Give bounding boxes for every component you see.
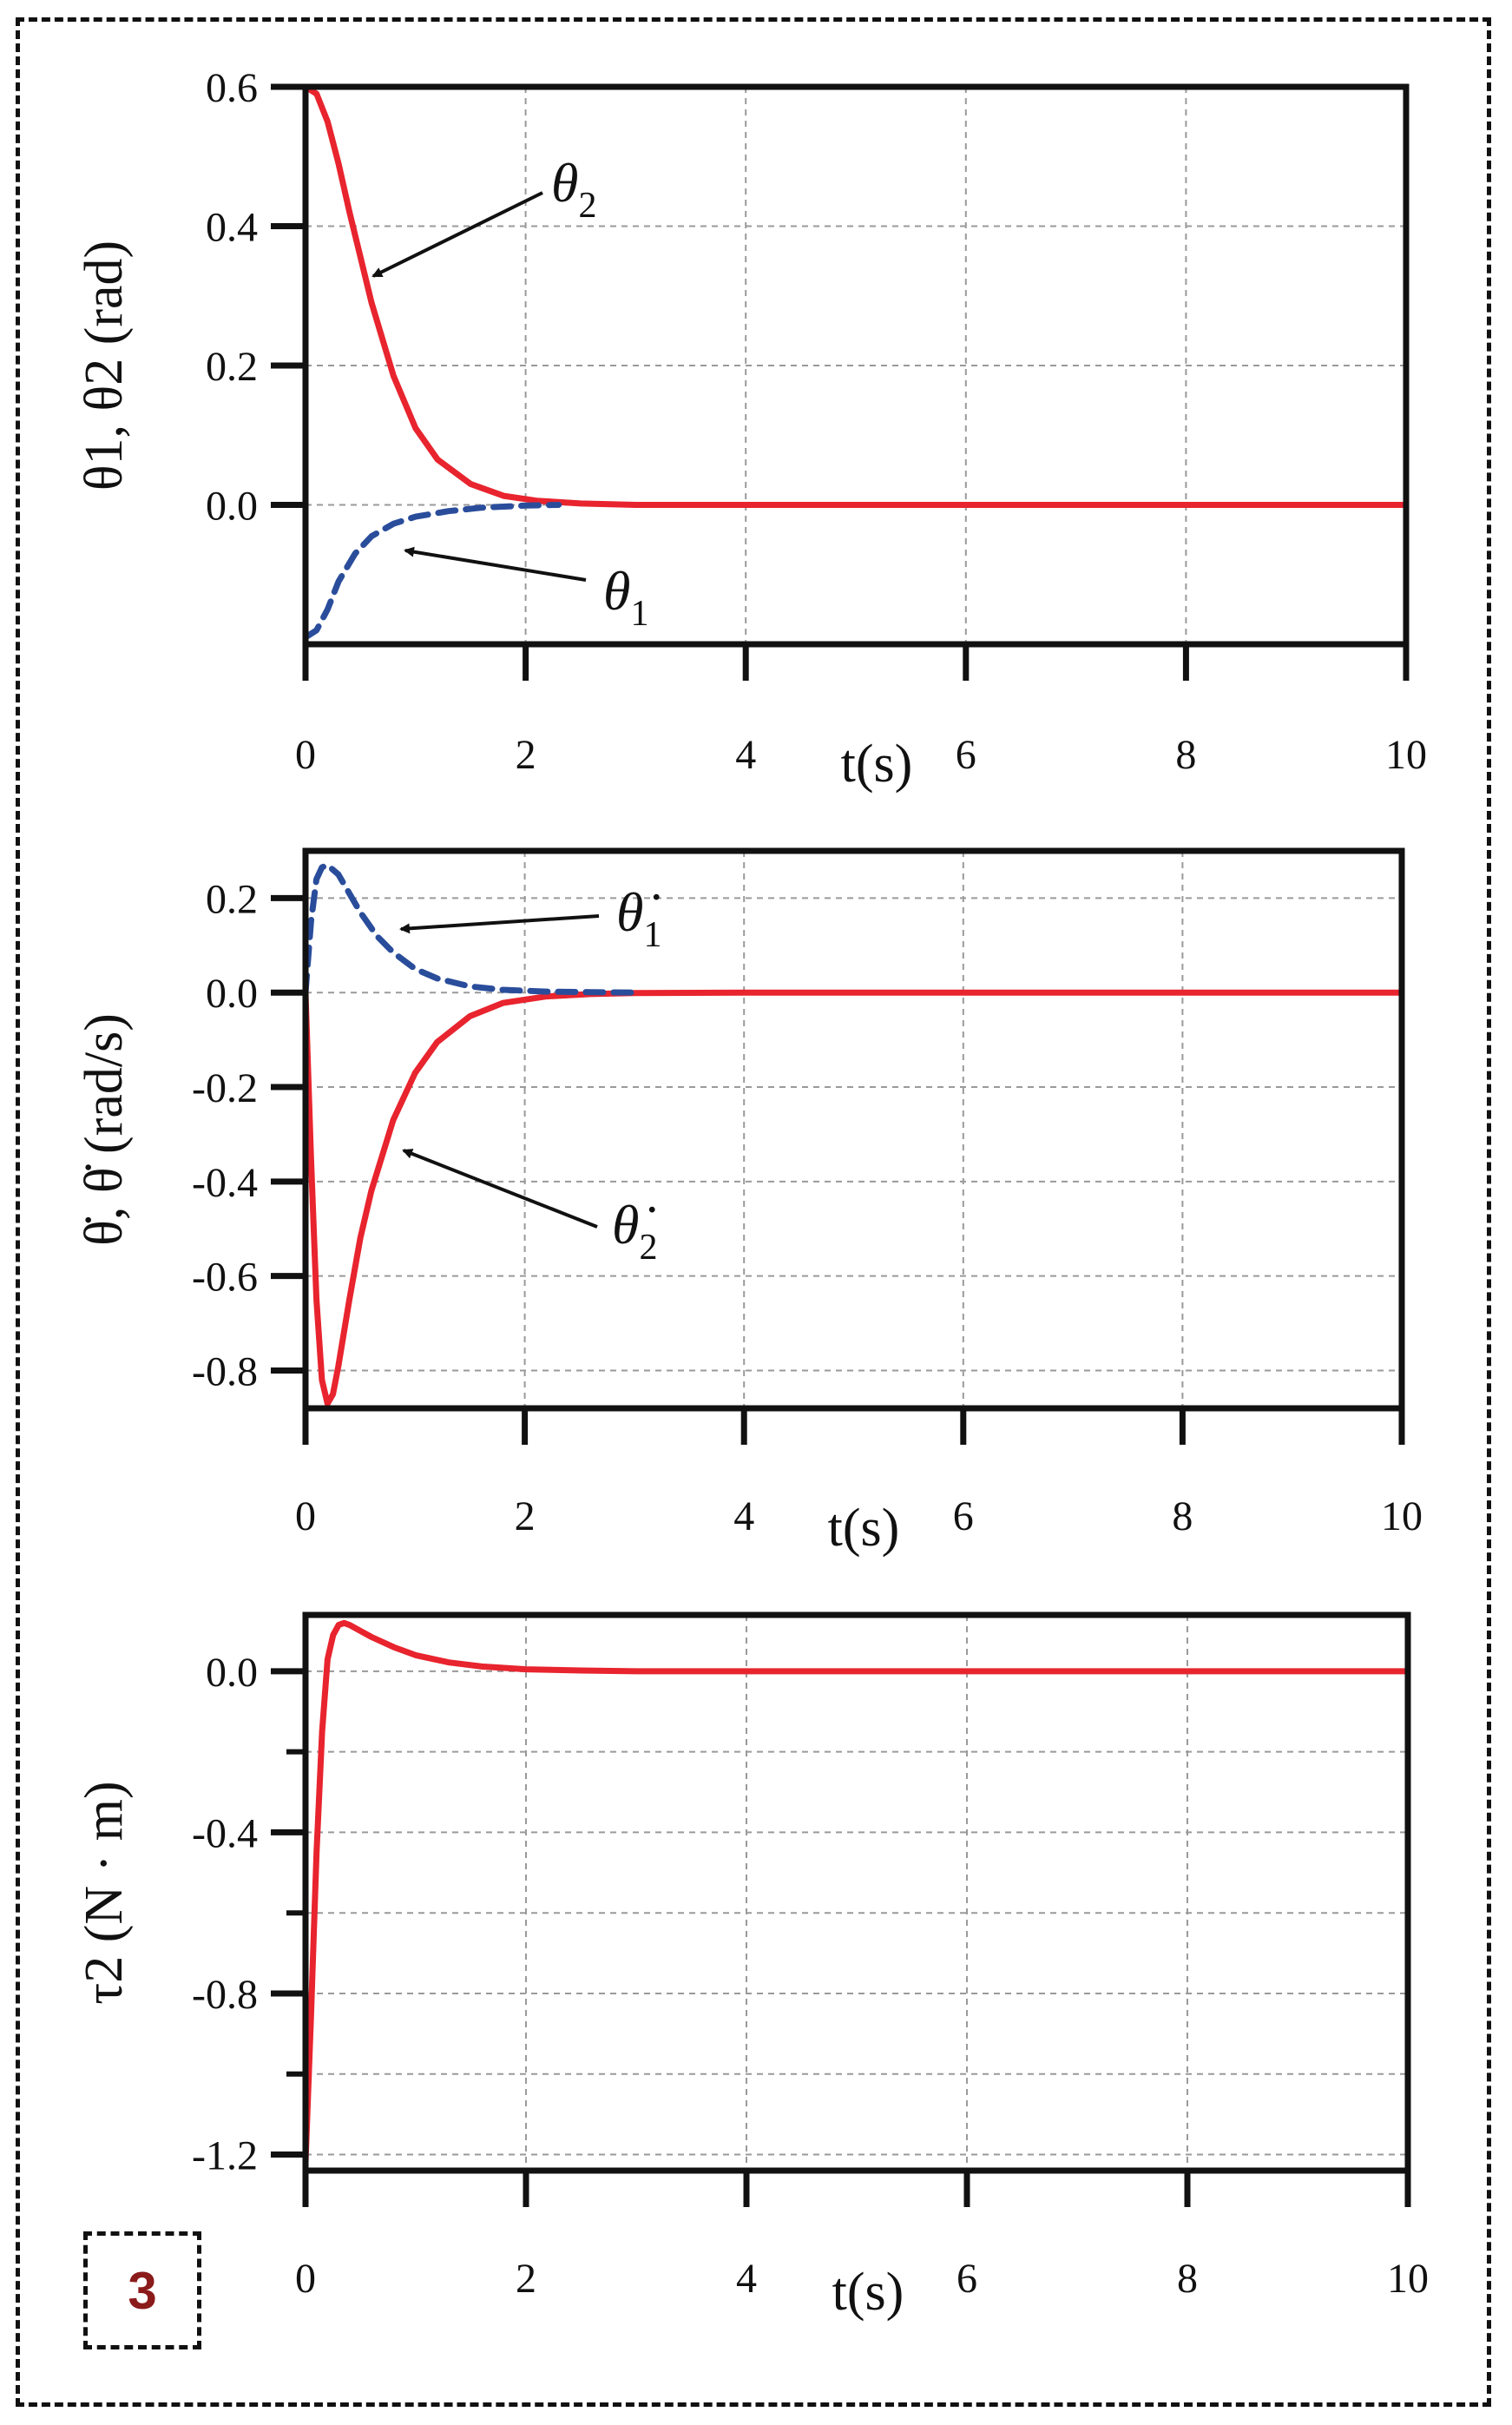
plot-frame [302,847,1405,1412]
x-tick-label: 8 [1175,732,1196,778]
x-tick-label: 4 [733,1493,754,1539]
y-tick-label: 0.2 [206,876,258,922]
panel-number-badge: 3 [83,2231,201,2349]
y-tick-label: -0.2 [192,1065,258,1111]
x-tick-label: 6 [957,2256,977,2302]
x-tick-label: 10 [1385,732,1427,778]
annotation-arrow [399,914,600,934]
annotation-label: θ2 [551,152,596,226]
series-line-1 [302,989,1405,1407]
y-tick-label: -0.8 [192,1972,258,2018]
x-tick-label: 4 [735,732,756,778]
plot-frame [302,1611,1411,2174]
annotation-label: θ1 [603,560,648,634]
x-tick-label: 0 [295,2256,316,2302]
x-tick-label: 0 [295,1493,316,1539]
y-tick-label: 0.2 [206,344,258,390]
annotation-arrow [371,191,543,278]
x-tick-label: 4 [736,2256,757,2302]
y-tick-label: -0.6 [192,1255,258,1301]
chart-3: 0 2 4 6 8 10 0.0 -0.4 -0.8 -1.2 t(s) τ2 (N · m) [75,1611,1429,2322]
x-axis-label: t(s) [828,1499,900,1558]
y-axis-label: θ1, θ2 (rad) [75,241,134,491]
y-tick-label: 0.0 [206,1650,258,1696]
series-line-1 [302,83,1410,508]
x-tick-label: 8 [1177,2256,1198,2302]
y-tick-label: -0.4 [192,1160,258,1206]
y-tick-label: 0.0 [206,971,258,1017]
series-line-1 [302,1619,1411,2166]
y-tick-label: -0.8 [192,1348,258,1394]
y-tick-label: 0.6 [206,65,258,111]
x-tick-label: 6 [956,732,976,778]
annotation-arrow [404,546,587,582]
chart-2: 0 2 4 6 8 10 0.2 0.0 -0.2 -0.4 -0.6 -0.8 t(s) θ̇, θ̇ … [75,847,1423,1558]
x-tick-label: 2 [515,1493,536,1539]
dashed-frame [16,17,1491,2407]
y-tick-label: 0.0 [206,484,258,530]
series-line-2 [302,502,562,641]
x-tick-label: 6 [953,1493,974,1539]
y-axis-label: θ̇, θ̇ (rad/s) [75,1013,134,1246]
x-tick-label: 2 [516,732,536,778]
y-tick-label: 0.4 [206,205,258,251]
y-tick-label: -0.4 [192,1810,258,1856]
chart-1: 0 2 4 6 8 10 0.0 0.2 0.4 0.6 t(s) θ1, θ2 (rad) θ2 θ1 [75,65,1427,794]
series-line-2 [302,861,638,996]
y-tick-label: -1.2 [192,2132,258,2178]
x-axis-label: t(s) [841,735,913,794]
annotation-arrow [402,1149,598,1229]
x-axis-label: t(s) [832,2263,904,2322]
x-tick-label: 10 [1387,2256,1429,2302]
y-axis-label: τ2 (N · m) [75,1781,134,2004]
x-tick-label: 10 [1381,1493,1423,1539]
x-tick-label: 0 [295,732,316,778]
x-tick-label: 2 [516,2256,536,2302]
x-tick-label: 8 [1172,1493,1193,1539]
